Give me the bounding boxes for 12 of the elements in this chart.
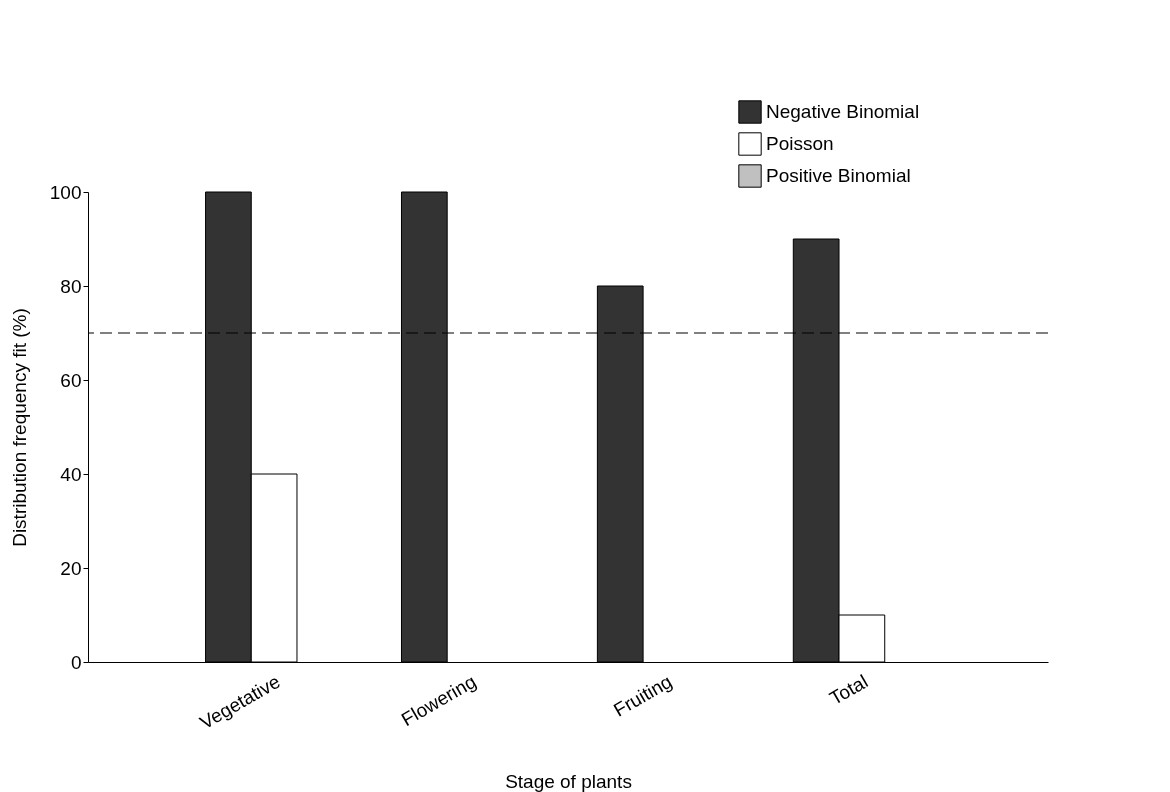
x-axis-title: Stage of plants bbox=[505, 771, 632, 792]
legend-label: Poisson bbox=[766, 133, 834, 154]
y-tick-label: 40 bbox=[60, 463, 82, 485]
y-tick-label: 100 bbox=[49, 181, 82, 203]
legend-label: Positive Binomial bbox=[766, 165, 911, 186]
y-tick-label: 20 bbox=[60, 557, 82, 579]
y-tick-label: 80 bbox=[60, 275, 82, 297]
y-tick-label: 60 bbox=[60, 369, 82, 391]
x-tick-label: Total bbox=[826, 670, 872, 710]
y-axis-title: Distribution frequency fit (%) bbox=[8, 308, 30, 547]
legend-label: Negative Binomial bbox=[766, 101, 920, 122]
y-tick-label: 0 bbox=[70, 651, 82, 673]
